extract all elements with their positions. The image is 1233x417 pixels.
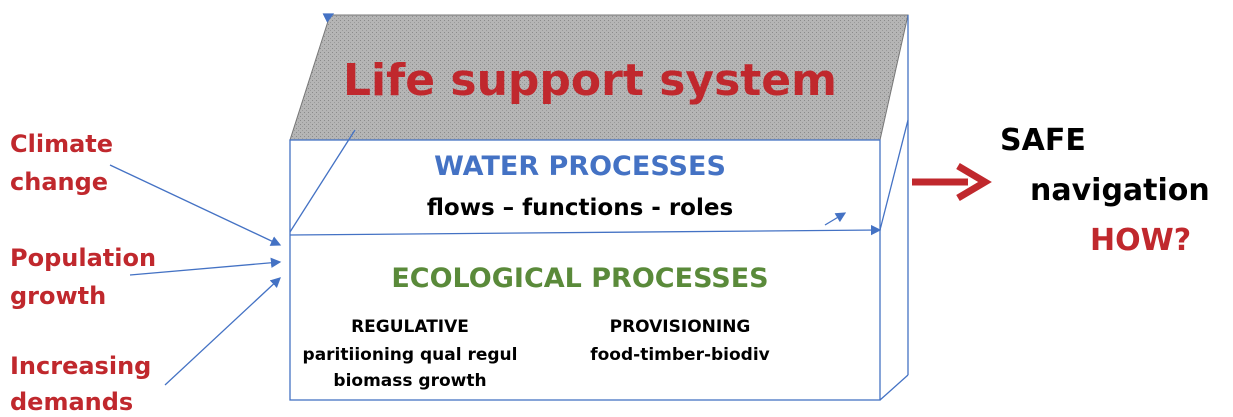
outcome-label: SAFE [1000, 123, 1086, 158]
box-edge [289, 129, 356, 233]
regulative-line: biomass growth [333, 371, 486, 391]
regulative-title: REGULATIVE [351, 317, 469, 337]
box-side [879, 119, 909, 231]
outcome-label: navigation [1030, 173, 1210, 208]
output-arrow-head [956, 162, 992, 202]
driver-label: demands [10, 388, 133, 416]
ecological-title: ECOLOGICAL PROCESSES [391, 263, 768, 294]
driver-arrow [109, 164, 282, 246]
driver-label: Population [10, 244, 156, 272]
box-front [289, 139, 881, 401]
driver-label: Climate [10, 130, 113, 158]
water-subtitle: flows – functions - roles [427, 195, 733, 221]
box-side [879, 374, 909, 401]
provisioning-title: PROVISIONING [610, 317, 751, 337]
driver-label: change [10, 168, 108, 196]
driver-arrow [129, 257, 282, 276]
small-arrow [322, 13, 335, 23]
provisioning-line: food-timber-biodiv [590, 345, 770, 365]
divider-arrow [289, 224, 882, 236]
small-arrow [824, 212, 847, 226]
regulative-line: paritiioning qual regul [303, 345, 518, 365]
box-title: Life support system [343, 55, 837, 106]
driver-label: growth [10, 282, 106, 310]
driver-arrow [164, 277, 281, 386]
outcome-label: HOW? [1090, 223, 1191, 258]
water-title: WATER PROCESSES [434, 151, 726, 182]
driver-label: Increasing [10, 352, 151, 380]
